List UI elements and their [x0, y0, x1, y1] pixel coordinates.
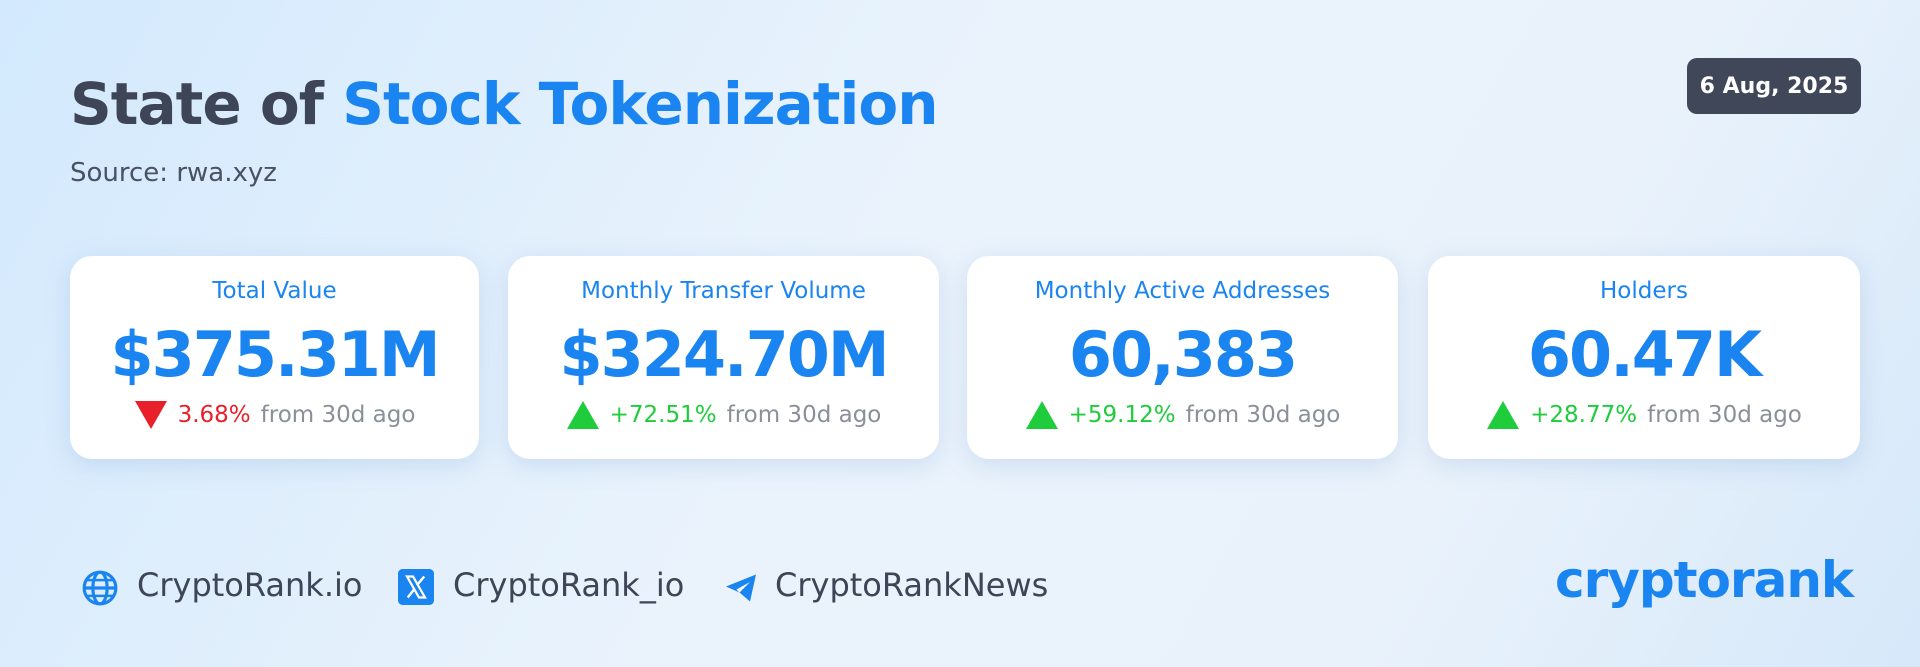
logo: cryptorank	[1555, 551, 1854, 609]
stat-card: Monthly Active Addresses 60,383 +59.12% fro…	[967, 256, 1398, 459]
title: State of Stock Tokenization	[70, 70, 939, 138]
title-highlight: Stock Tokenization	[342, 70, 938, 138]
card-change: +28.77% from 30d ago	[1428, 399, 1860, 431]
change-value: +59.12%	[1068, 402, 1176, 428]
card-value: 60.47K	[1527, 318, 1762, 391]
source: Source: rwa.xyz	[70, 158, 277, 188]
x-icon	[398, 569, 434, 605]
stat-card: Holders 60.47K +28.77% from 30d ago	[1428, 256, 1860, 459]
card-label: Total Value	[212, 278, 337, 304]
up-arrow	[1025, 401, 1058, 429]
change-suffix: from 30d ago	[260, 402, 416, 428]
change-suffix: from 30d ago	[1647, 402, 1802, 428]
card-change: +59.12% from 30d ago	[967, 399, 1398, 431]
card-label: Holders	[1600, 278, 1688, 304]
card-value: 60,383	[1068, 318, 1298, 391]
globe-icon	[82, 570, 118, 606]
card-value: $324.70M	[559, 318, 889, 391]
down-arrow	[134, 401, 167, 429]
telegram-link[interactable]: CryptoRankNews	[775, 566, 1049, 604]
stat-card: Monthly Transfer Volume $324.70M +72.51% fr…	[508, 256, 939, 459]
change-value: 3.68%	[177, 402, 251, 428]
card-change: +72.51% from 30d ago	[508, 399, 939, 431]
title-prefix: State of	[70, 70, 324, 138]
card-label: Monthly Transfer Volume	[581, 278, 866, 304]
stat-card: Total Value $375.31M 3.68% from 30d ago	[70, 256, 479, 459]
change-suffix: from 30d ago	[1185, 402, 1341, 428]
date-badge: 6 Aug, 2025	[1687, 58, 1861, 114]
telegram-icon	[726, 574, 756, 602]
twitter-link[interactable]: CryptoRank_io	[453, 566, 685, 604]
card-label: Monthly Active Addresses	[1034, 278, 1331, 304]
up-arrow	[1487, 401, 1520, 429]
change-suffix: from 30d ago	[726, 402, 882, 428]
change-value: +72.51%	[609, 402, 717, 428]
card-value: $375.31M	[110, 318, 440, 391]
up-arrow	[566, 401, 599, 429]
card-change: 3.68% from 30d ago	[70, 399, 479, 431]
website-link[interactable]: CryptoRank.io	[137, 566, 363, 604]
change-value: +28.77%	[1530, 402, 1638, 428]
